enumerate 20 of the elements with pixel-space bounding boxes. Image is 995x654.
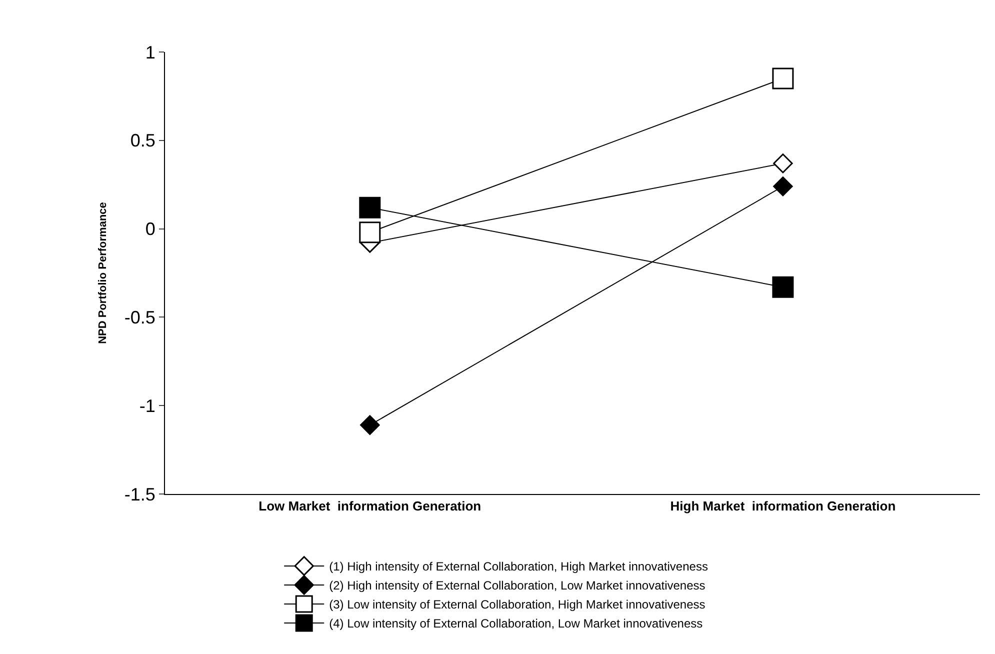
y-tick-label: 1 [145,42,156,62]
y-axis-title: NPD Portfolio Performance [97,202,110,344]
point [773,154,793,174]
legend-label: (3) Low intensity of External Collaboration, High Market innovativeness [329,598,706,612]
point [772,276,794,298]
point [359,222,381,244]
y-tick-label: 0 [145,219,156,240]
y-tick-label: -1.5 [124,484,156,504]
y-tick-label: -1 [139,396,156,416]
legend-label: (4) Low intensity of External Collaboration, Low Market innovativeness [329,616,703,631]
x-tick-label: Low Market information Generation [258,498,482,514]
legend-label: (2) High intensity of External Collaboration, Low Market innovativeness [329,578,706,593]
point [360,415,380,435]
y-tick-label: 0.5 [130,130,156,151]
point [359,196,381,218]
legend-label: (1) High intensity of External Collaboration, High Market innovativeness [329,560,708,574]
x-tick-label: High Market information Generation [670,498,896,514]
point [772,68,794,90]
point [773,176,793,196]
y-tick-label: -0.5 [124,308,156,328]
